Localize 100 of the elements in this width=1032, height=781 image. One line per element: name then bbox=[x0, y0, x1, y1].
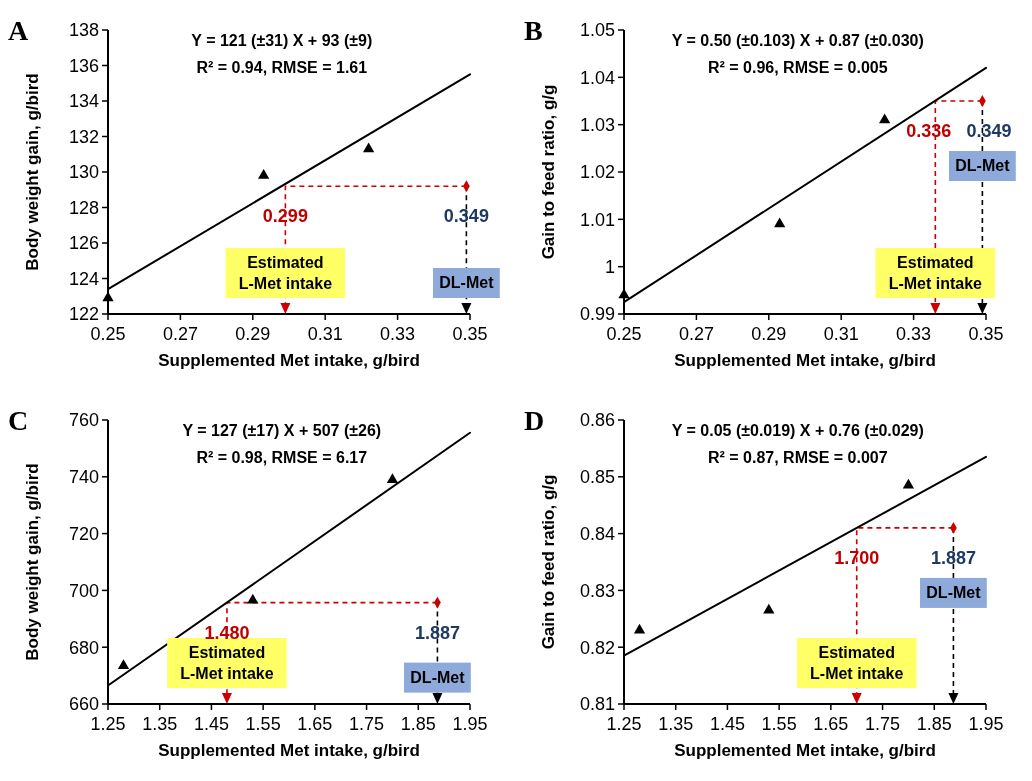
y-tick-label: 660 bbox=[68, 694, 99, 715]
x-tick-label: 0.35 bbox=[452, 324, 488, 344]
x-tick-label: 1.45 bbox=[193, 714, 229, 734]
annotation: Estimated L-Met intake bbox=[180, 644, 274, 682]
y-tick-label: 126 bbox=[68, 233, 99, 254]
annotation: 1.700 bbox=[834, 547, 880, 568]
y-tick-label: 1 bbox=[604, 256, 615, 277]
point bbox=[247, 593, 259, 604]
y-tick-label: 700 bbox=[68, 580, 99, 601]
x-tick-label: 1.45 bbox=[709, 714, 745, 734]
x-tick-label: 1.55 bbox=[245, 714, 281, 734]
x-tick-label: 1.35 bbox=[658, 714, 694, 734]
x-tick-label: 0.29 bbox=[235, 324, 271, 344]
y-tick-label: 1.04 bbox=[579, 67, 615, 88]
y-tick-label: 0.85 bbox=[579, 467, 615, 488]
annotation: Y = 127 (±17) X + 507 (±26) bbox=[182, 422, 382, 439]
y-tick-label: 0.81 bbox=[579, 694, 615, 715]
y-axis-title: Body weight gain, g/bird bbox=[23, 73, 42, 271]
y-axis-title: Body weight gain, g/bird bbox=[23, 463, 42, 661]
annotation: DL-Met bbox=[926, 583, 982, 601]
x-tick-label: 1.75 bbox=[349, 714, 385, 734]
point bbox=[633, 623, 646, 634]
y-tick-label: 0.99 bbox=[579, 304, 615, 325]
y-tick-label: 128 bbox=[68, 197, 99, 218]
y-tick-label: 0.83 bbox=[579, 580, 615, 601]
y-tick-label: 0.86 bbox=[579, 410, 615, 431]
y-tick-label: 1.02 bbox=[579, 162, 615, 183]
chart-title: A bbox=[8, 15, 29, 46]
x-tick-label: 1.25 bbox=[606, 714, 642, 734]
x-tick-label: 1.85 bbox=[400, 714, 436, 734]
x-tick-label: 1.75 bbox=[865, 714, 901, 734]
annotation: R² = 0.87, RMSE = 0.007 bbox=[707, 449, 888, 466]
y-tick-label: 132 bbox=[68, 126, 99, 147]
annotation: Y = 0.05 (±0.019) X + 0.76 (±0.029) bbox=[671, 422, 924, 439]
y-tick-label: 1.03 bbox=[579, 114, 615, 135]
x-tick-label: 0.25 bbox=[90, 324, 126, 344]
point bbox=[774, 217, 786, 228]
y-tick-label: 138 bbox=[68, 20, 99, 41]
y-tick-label: 122 bbox=[68, 304, 99, 325]
x-tick-label: 1.25 bbox=[90, 714, 126, 734]
y-tick-label: 134 bbox=[68, 91, 99, 112]
annotation: 1.887 bbox=[930, 547, 976, 568]
x-tick-label: 1.95 bbox=[452, 714, 488, 734]
x-tick-label: 0.29 bbox=[751, 324, 787, 344]
annotation: 0.299 bbox=[262, 206, 308, 227]
x-tick-label: 0.27 bbox=[162, 324, 198, 344]
annotation: DL-Met bbox=[439, 274, 495, 291]
x-tick-label: 1.55 bbox=[761, 714, 797, 734]
x-axis-title: Supplemented Met intake, g/bird bbox=[674, 351, 936, 370]
annotation: Estimated L-Met intake bbox=[810, 644, 904, 682]
y-tick-label: 136 bbox=[68, 55, 99, 76]
y-tick-label: 680 bbox=[68, 637, 99, 658]
y-tick-label: 0.82 bbox=[579, 637, 615, 658]
y-tick-label: 130 bbox=[68, 162, 99, 183]
x-tick-label: 1.95 bbox=[968, 714, 1004, 734]
point bbox=[902, 478, 915, 489]
annotation: 1.480 bbox=[204, 622, 250, 643]
point bbox=[117, 659, 130, 669]
x-tick-label: 1.65 bbox=[813, 714, 849, 734]
chart-title: D bbox=[524, 405, 545, 436]
chart-title: C bbox=[8, 405, 29, 436]
annotation: R² = 0.98, RMSE = 6.17 bbox=[196, 449, 368, 466]
annotation: 1.887 bbox=[414, 622, 460, 643]
point bbox=[258, 169, 270, 179]
annotation: R² = 0.94, RMSE = 1.61 bbox=[196, 59, 368, 76]
annotation: DL-Met bbox=[410, 668, 466, 686]
point bbox=[386, 473, 399, 483]
annotation: 0.336 bbox=[906, 121, 952, 141]
x-tick-label: 0.25 bbox=[606, 324, 642, 344]
annotation: DL-Met bbox=[955, 157, 1011, 174]
point bbox=[363, 142, 375, 153]
y-axis-title: Gain to feed ratio, g/g bbox=[539, 84, 558, 260]
y-tick-label: 0.84 bbox=[579, 523, 615, 544]
x-tick-label: 0.33 bbox=[380, 324, 416, 344]
annotation: Estimated L-Met intake bbox=[238, 254, 333, 292]
y-tick-label: 124 bbox=[68, 268, 99, 289]
x-tick-label: 1.65 bbox=[297, 714, 333, 734]
annotation: Estimated L-Met intake bbox=[888, 254, 983, 292]
x-tick-label: 0.31 bbox=[307, 324, 343, 344]
y-tick-label: 1.01 bbox=[579, 209, 615, 230]
annotation: 0.349 bbox=[443, 206, 489, 227]
x-tick-label: 0.35 bbox=[968, 324, 1004, 344]
annotation: Y = 0.50 (±0.103) X + 0.87 (±0.030) bbox=[671, 32, 924, 49]
chart-title: B bbox=[524, 15, 543, 46]
annotation: Y = 121 (±31) X + 93 (±9) bbox=[191, 32, 373, 49]
x-axis-title: Supplemented Met intake, g/bird bbox=[674, 741, 936, 760]
annotation: R² = 0.96, RMSE = 0.005 bbox=[707, 59, 888, 76]
x-tick-label: 1.85 bbox=[916, 714, 952, 734]
point bbox=[763, 603, 775, 614]
x-axis-title: Supplemented Met intake, g/bird bbox=[158, 351, 420, 370]
x-tick-label: 0.33 bbox=[896, 324, 932, 344]
x-tick-label: 0.31 bbox=[823, 324, 859, 344]
y-tick-label: 760 bbox=[68, 410, 99, 431]
annotation: 0.349 bbox=[966, 121, 1012, 141]
x-axis-title: Supplemented Met intake, g/bird bbox=[158, 741, 420, 760]
y-tick-label: 720 bbox=[68, 523, 99, 544]
x-tick-label: 1.35 bbox=[142, 714, 178, 734]
y-axis-title: Gain to feed ratio, g/g bbox=[539, 474, 558, 650]
x-tick-label: 0.27 bbox=[678, 324, 714, 344]
y-tick-label: 1.05 bbox=[579, 20, 615, 41]
